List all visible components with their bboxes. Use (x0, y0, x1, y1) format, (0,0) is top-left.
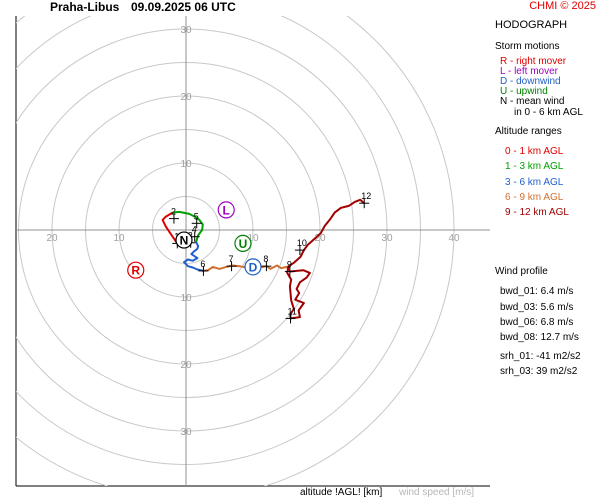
panel-title: HODOGRAPH (495, 19, 568, 31)
storm-label-R: R (131, 264, 140, 278)
height-label-2: 2 (171, 207, 176, 217)
bwd-03-value: bwd_03: 5.6 m/s (500, 302, 574, 313)
legend-downwind: D - downwind (500, 76, 561, 87)
trace-segment-2 (172, 210, 204, 243)
storm-marker-U (234, 234, 252, 252)
tick-left-20: 20 (46, 233, 58, 244)
tick-down-30: 30 (180, 427, 192, 438)
trace-segment-5 (286, 198, 365, 320)
tick-up-10: 10 (180, 159, 192, 170)
station-name: Praha-Libus (50, 0, 120, 14)
altitude-range-1-3: 1 - 3 km AGL (505, 161, 564, 172)
wind-speed-label: wind speed [m/s] (399, 487, 475, 498)
wind-profile-title: Wind profile (495, 266, 548, 277)
bwd-08-value: bwd_08: 12.7 m/s (500, 332, 579, 343)
height-label-7: 7 (229, 254, 234, 264)
srh-03-value: srh_03: 39 m2/s2 (500, 366, 578, 377)
tick-up-20: 20 (180, 92, 192, 103)
altitude-range-0-1: 0 - 1 km AGL (505, 146, 564, 157)
height-label-5: 5 (194, 211, 199, 221)
storm-label-U: U (239, 237, 248, 251)
legend-mean-wind-layer: in 0 - 6 km AGL (514, 107, 583, 118)
storm-motions-title: Storm motions (495, 41, 560, 52)
altitude-range-6-9: 6 - 9 km AGL (505, 192, 564, 203)
storm-label-D: D (249, 260, 258, 274)
height-label-4: 4 (192, 225, 197, 235)
srh-01-value: srh_01: -41 m2/s2 (500, 351, 581, 362)
height-label-6: 6 (200, 259, 205, 269)
altitude-axis-label: altitude !AGL! [km] (300, 487, 383, 498)
height-label-9: 9 (287, 260, 292, 270)
tick-down-10: 10 (180, 293, 192, 304)
range-ring-35 (16, 16, 421, 465)
bwd-06-value: bwd_06: 6.8 m/s (500, 317, 574, 328)
storm-label-N: N (180, 234, 189, 248)
sounding-datetime: 09.09.2025 06 UTC (131, 0, 236, 14)
legend-mean-wind: N - mean wind (500, 96, 565, 107)
legend-left-mover: L - left mover (500, 66, 558, 77)
axes (16, 16, 490, 486)
storm-marker-N (175, 231, 193, 249)
altitude-range-3-6: 3 - 6 km AGL (505, 177, 564, 188)
storm-marker-D (244, 258, 262, 276)
storm-motion-markers: R L DU N (127, 201, 262, 279)
trace-segment-3 (183, 241, 204, 272)
height-label-11: 11 (288, 306, 297, 316)
bwd-01-value: bwd_01: 6.4 m/s (500, 286, 574, 297)
height-label-10: 10 (297, 238, 307, 248)
height-label-12: 12 (361, 191, 371, 201)
tick-right-30: 30 (381, 233, 393, 244)
legend-right-mover: R - right mover (500, 56, 567, 67)
range-rings (16, 16, 455, 486)
legend-upwind: U - upwind (500, 86, 548, 97)
trace-segment-1 (161, 211, 179, 244)
height-label-8: 8 (263, 254, 268, 264)
tick-right-40: 40 (448, 233, 460, 244)
tick-right-20: 20 (314, 233, 326, 244)
tick-up-30: 30 (180, 25, 192, 36)
storm-marker-R (127, 261, 145, 279)
tick-down-20: 20 (180, 360, 192, 371)
storm-label-L: L (223, 203, 230, 217)
tick-left-10: 10 (113, 233, 125, 244)
altitude-range-9-12: 9 - 12 km AGL (505, 207, 569, 218)
copyright-notice: CHMI © 2025 (529, 0, 596, 12)
tick-right-10: 10 (247, 233, 259, 244)
altitude-ranges-title: Altitude ranges (495, 126, 562, 137)
height-markers: 123456789101112 (168, 191, 371, 324)
storm-marker-L (217, 201, 235, 219)
tick-labels: 20 10 10 20 30 40 10 20 30 10 20 30 (46, 25, 460, 438)
